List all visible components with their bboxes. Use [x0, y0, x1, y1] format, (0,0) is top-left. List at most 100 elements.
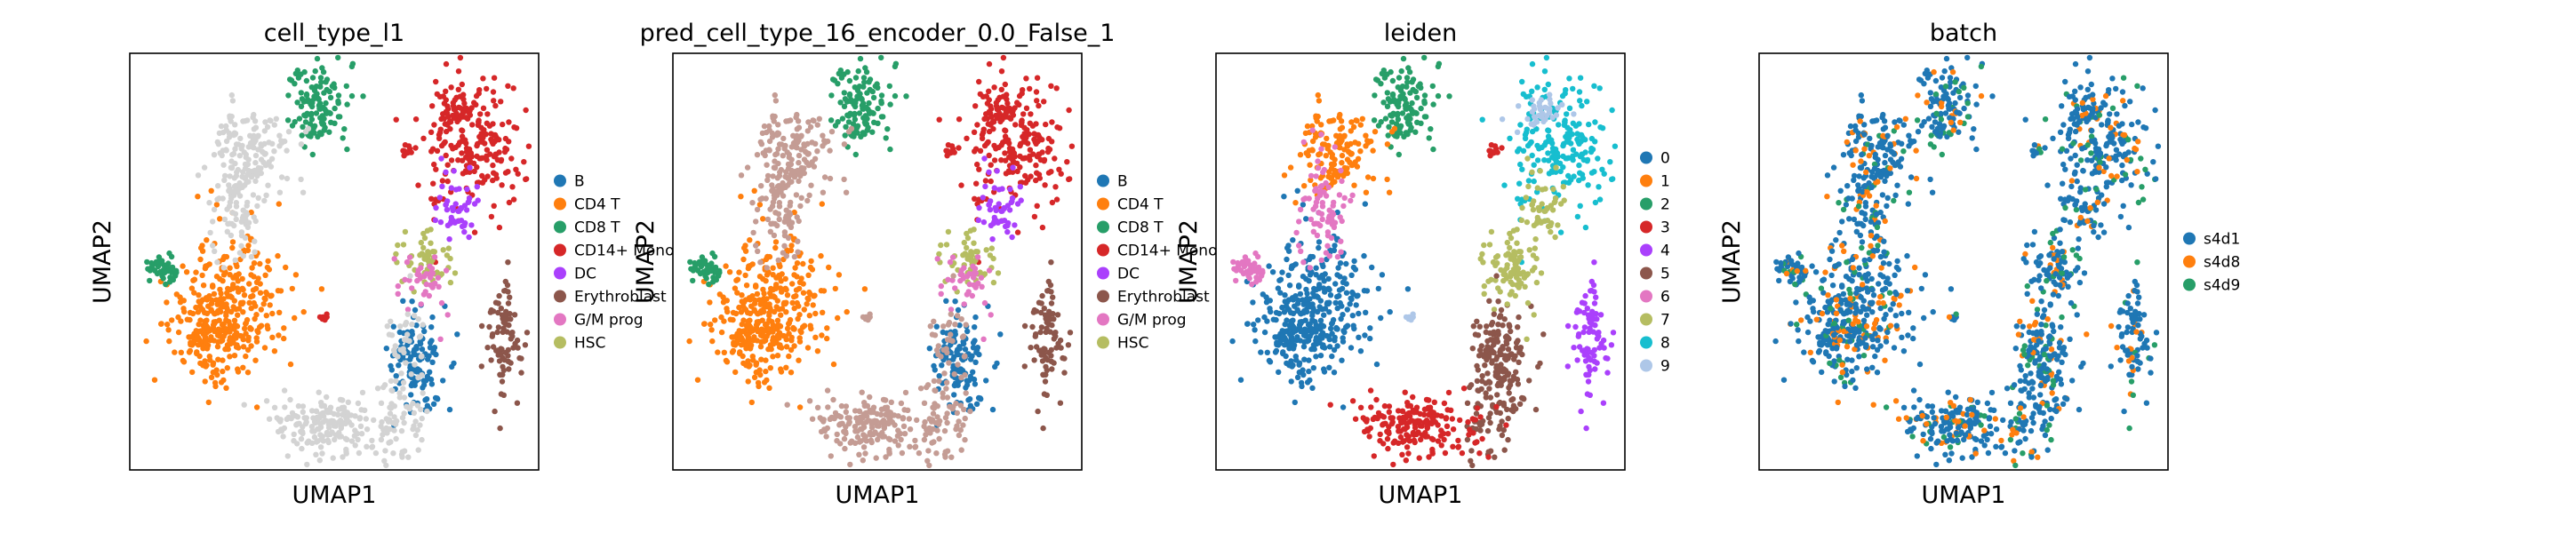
cell-point — [308, 424, 316, 430]
cell-point — [1470, 430, 1476, 436]
cell-point — [314, 55, 321, 62]
cell-point — [757, 344, 764, 350]
cell-point — [284, 453, 291, 459]
cell-point — [949, 277, 956, 283]
cell-point — [934, 414, 940, 420]
cell-point — [775, 183, 782, 189]
cell-point — [958, 182, 964, 188]
cell-point — [207, 357, 213, 363]
cell-point — [828, 453, 834, 459]
cell-point — [1021, 124, 1028, 131]
cell-point — [973, 401, 980, 407]
cell-point — [393, 373, 399, 379]
cell-point — [972, 381, 979, 387]
cell-point — [1288, 320, 1294, 327]
cell-point — [739, 321, 745, 328]
cell-point — [824, 387, 831, 394]
cell-point — [425, 356, 431, 362]
cell-point — [1391, 125, 1398, 131]
cell-point — [1325, 142, 1332, 149]
cell-point — [734, 276, 741, 282]
cell-point — [269, 310, 276, 317]
cell-point — [921, 436, 928, 443]
cell-point — [1527, 140, 1533, 147]
cell-point — [741, 306, 748, 312]
cell-point — [506, 119, 512, 125]
cell-point — [810, 302, 816, 308]
cell-point — [1384, 103, 1391, 110]
cell-point — [876, 432, 883, 438]
cell-point — [400, 386, 406, 392]
cell-point — [1508, 256, 1514, 262]
cell-point — [1531, 198, 1537, 204]
cell-point — [828, 92, 835, 99]
cell-point — [224, 365, 230, 371]
cell-point — [1320, 285, 1327, 291]
cell-point — [281, 425, 287, 432]
cell-point — [1500, 402, 1508, 409]
cell-point — [1441, 400, 1448, 407]
cell-point — [506, 199, 513, 206]
cell-point — [1446, 93, 1452, 99]
cell-point — [1421, 54, 1428, 61]
cell-point — [1517, 345, 1524, 351]
cell-point — [845, 119, 852, 125]
cell-point — [1350, 291, 1356, 298]
cell-point — [1061, 355, 1068, 362]
legend-marker — [1097, 220, 1109, 234]
cell-point — [931, 378, 938, 385]
cell-point — [448, 84, 454, 91]
cell-point — [977, 147, 984, 154]
cell-point — [922, 418, 928, 426]
cell-point — [433, 78, 439, 85]
legend-marker — [1097, 197, 1109, 211]
cell-point — [994, 106, 1001, 113]
cell-point — [1380, 99, 1387, 106]
cell-point — [220, 321, 227, 327]
cell-point — [1498, 351, 1505, 358]
cell-point — [1396, 151, 1403, 158]
cell-point — [413, 322, 420, 329]
cell-point — [1476, 346, 1484, 354]
cell-point — [1284, 360, 1290, 367]
cell-point — [1343, 281, 1349, 287]
cell-point — [1509, 396, 1516, 402]
cell-point — [1541, 86, 1548, 93]
cell-point — [199, 248, 206, 254]
cell-point — [285, 129, 292, 135]
legend-marker — [1640, 266, 1652, 280]
cell-point — [402, 276, 408, 282]
cell-point — [1403, 130, 1410, 136]
cell-point — [436, 195, 443, 201]
cell-point — [1039, 224, 1046, 231]
cell-point — [1394, 133, 1400, 139]
cell-point — [1578, 131, 1585, 139]
cell-point — [847, 461, 853, 468]
cell-point — [1048, 83, 1054, 90]
cell-point — [1315, 158, 1321, 164]
cell-point — [1428, 435, 1436, 442]
cell-point — [443, 152, 449, 159]
cell-point — [1359, 115, 1366, 122]
cell-point — [1378, 314, 1384, 322]
cell-point — [321, 127, 327, 133]
cell-point — [998, 157, 1004, 163]
legend-marker — [1640, 151, 1652, 164]
cell-point — [1283, 353, 1289, 360]
cell-point — [222, 326, 229, 332]
cell-point — [1043, 121, 1049, 128]
cell-point — [235, 312, 241, 318]
cell-point — [345, 399, 351, 405]
cell-point — [1264, 349, 1271, 355]
cell-point — [294, 99, 300, 106]
cell-point — [164, 267, 171, 274]
cell-point — [218, 338, 224, 345]
cell-point — [1301, 183, 1308, 189]
cell-point — [732, 310, 740, 317]
cell-point — [1591, 169, 1597, 175]
cell-point — [1399, 451, 1405, 457]
cell-point — [990, 220, 996, 227]
cell-point — [292, 272, 300, 278]
cell-point — [847, 98, 853, 105]
cell-point — [428, 324, 435, 330]
